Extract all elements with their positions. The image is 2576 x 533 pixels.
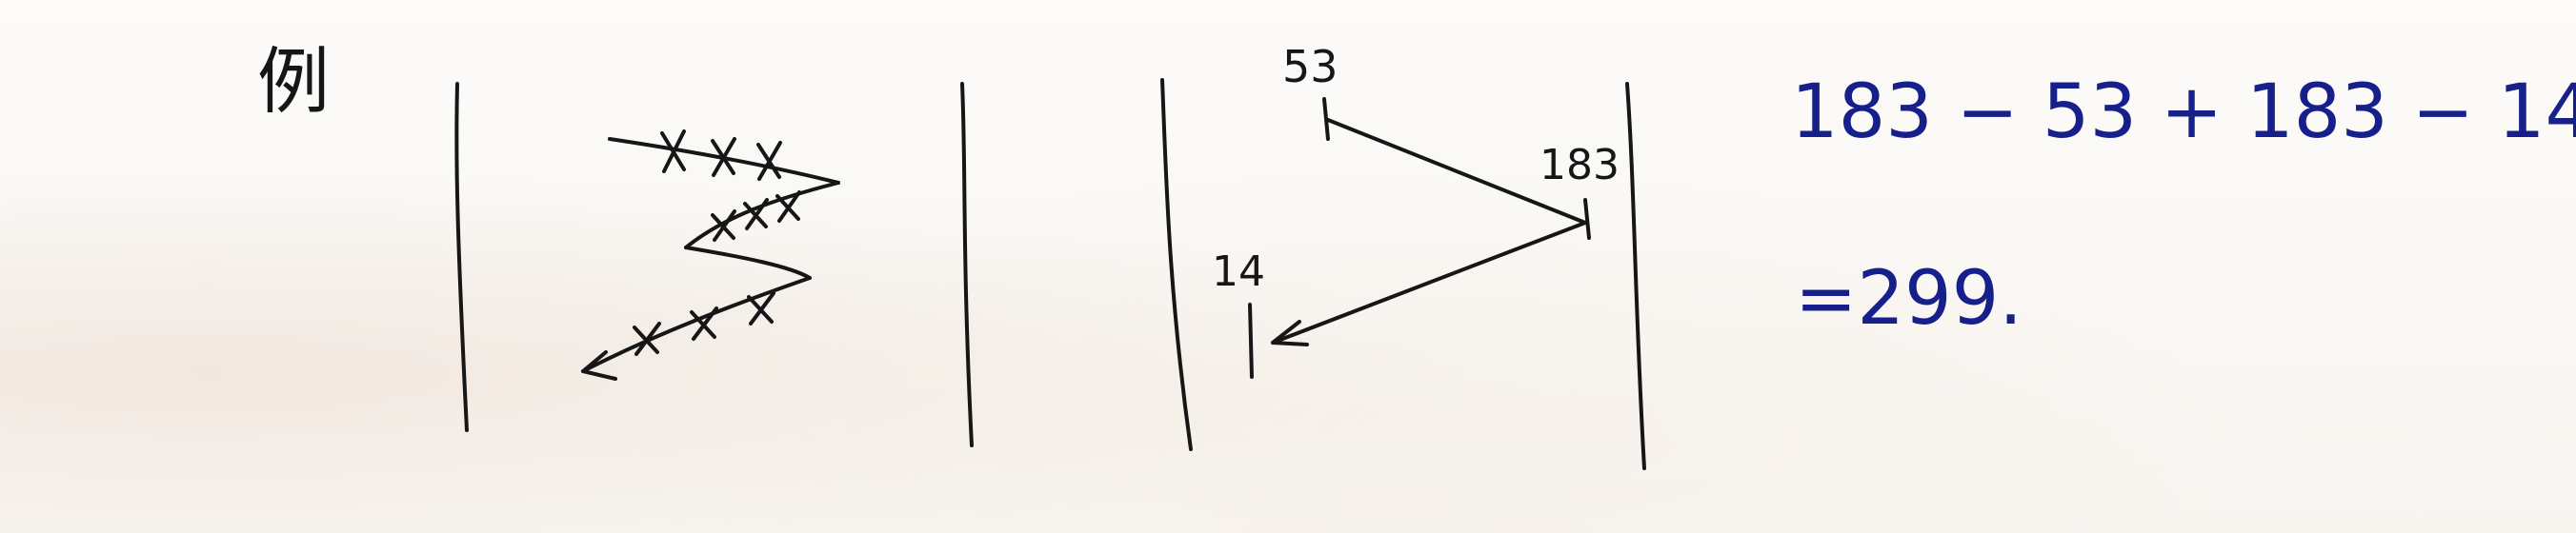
calculation-line-1: 183 − 53 + 183 − 14 <box>1791 69 2576 155</box>
x-mark <box>692 308 716 339</box>
bottom-row-x-marks <box>634 293 774 354</box>
path-to-14 <box>1273 223 1585 343</box>
x-mark <box>758 143 780 179</box>
calculation-line-2: =299. <box>1795 256 2023 342</box>
right-diagram-left-boundary <box>1162 80 1191 449</box>
top-row-x-marks <box>662 131 780 179</box>
left-diagram <box>456 84 972 445</box>
turn-point-tick <box>1585 200 1589 238</box>
zigzag-segment-3 <box>686 247 810 278</box>
zigzag-segment-4 <box>583 278 810 371</box>
turn-point-label: 183 <box>1540 141 1620 189</box>
left-diagram-right-boundary <box>962 84 972 445</box>
example-label: 例 <box>257 39 330 124</box>
x-mark <box>745 200 767 228</box>
right-diagram-right-boundary <box>1627 84 1644 468</box>
start-head-label: 53 <box>1282 41 1338 92</box>
end-head-label: 14 <box>1212 247 1265 296</box>
left-diagram-left-boundary <box>456 84 467 430</box>
end-head-tick <box>1250 305 1252 377</box>
zigzag-segment-2 <box>686 183 838 247</box>
